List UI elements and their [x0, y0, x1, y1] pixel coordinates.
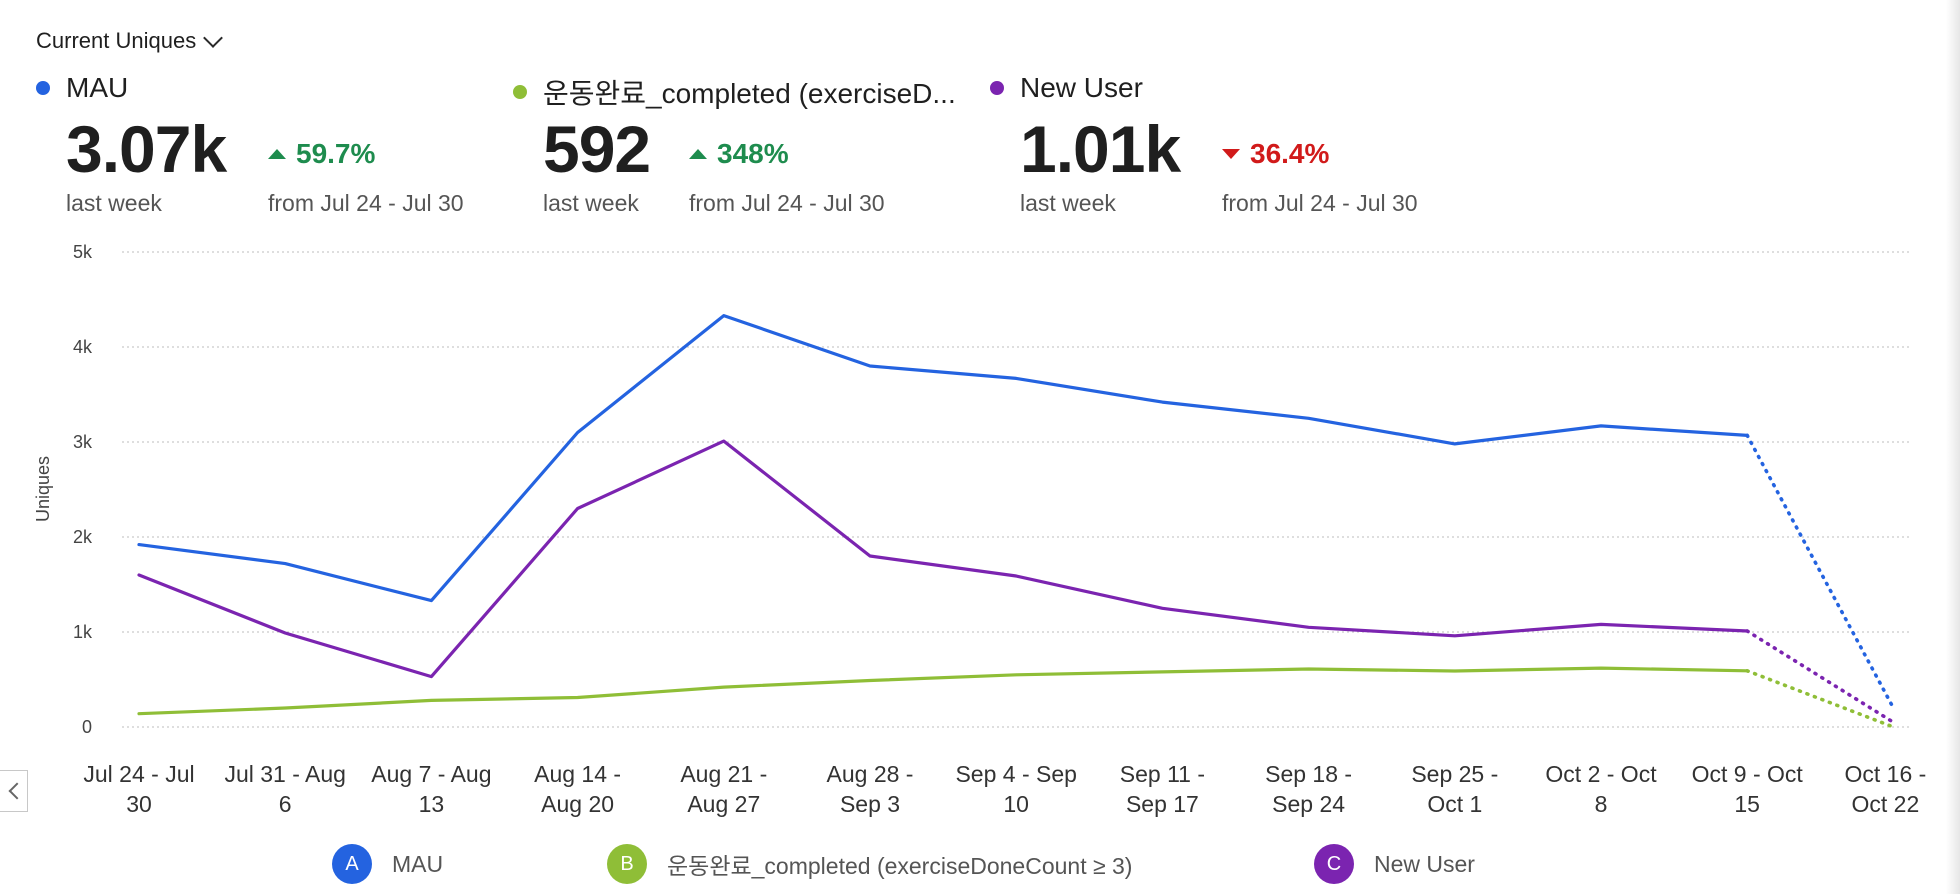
- series-line-incomplete-1: [1745, 668, 1896, 729]
- summary-series-name: New User: [1020, 72, 1143, 103]
- arrow-down-icon: [1222, 149, 1240, 159]
- x-tick-label: 10: [1003, 791, 1029, 817]
- summary-period: last week: [543, 190, 639, 216]
- series-line-2: [137, 439, 1749, 679]
- legend-badge: A: [332, 844, 372, 884]
- summary-series-header[interactable]: MAU: [36, 72, 496, 104]
- summary-series-name: 운동완료_completed (exerciseD...: [543, 78, 956, 109]
- series-line-0: [137, 314, 1749, 603]
- x-tick-label: 13: [419, 791, 445, 817]
- series-dot-icon: [513, 85, 527, 99]
- x-tick-label: Sep 3: [840, 791, 900, 817]
- x-tick-label: Oct 1: [1427, 791, 1482, 817]
- arrow-up-icon: [268, 149, 286, 159]
- series-lines: [137, 314, 1896, 729]
- x-tick-label: Oct 22: [1852, 791, 1920, 817]
- x-tick-label: 30: [126, 791, 152, 817]
- y-tick-label: 1k: [73, 622, 93, 642]
- y-tick-label: 5k: [73, 242, 93, 262]
- x-tick-label: Sep 25 -: [1411, 761, 1498, 787]
- summary-comparison-period: from Jul 24 - Jul 30: [689, 190, 885, 216]
- x-tick-label: Sep 17: [1126, 791, 1199, 817]
- x-tick-label: Aug 14 -: [534, 761, 621, 787]
- x-tick-label: Oct 2 - Oct: [1545, 761, 1657, 787]
- summary-new-user: New User 1.01k last week 36.4% from Jul …: [990, 72, 1450, 222]
- summary-value: 3.07k: [66, 112, 227, 186]
- arrow-up-icon: [689, 149, 707, 159]
- x-tick-label: Aug 27: [687, 791, 760, 817]
- series-dot-icon: [990, 81, 1004, 95]
- y-axis-ticks: 0 1k 2k 3k 4k 5k: [73, 242, 93, 737]
- series-line-incomplete-0: [1745, 433, 1896, 710]
- legend-label: MAU: [392, 850, 444, 877]
- series-line-incomplete-2: [1745, 629, 1896, 725]
- y-tick-label: 2k: [73, 527, 93, 547]
- x-tick-label: Jul 24 - Jul: [83, 761, 194, 787]
- summary-value: 592: [543, 112, 651, 186]
- summary-exercise-completed: 운동완료_completed (exerciseD... 592 last we…: [513, 72, 973, 222]
- legend-item-exercise-completed[interactable]: B 운동완료_completed (exerciseDoneCount ≥ 3): [607, 844, 1132, 884]
- summary-series-name: MAU: [66, 72, 129, 103]
- x-tick-label: Jul 31 - Aug: [224, 761, 345, 787]
- x-tick-label: Aug 28 -: [827, 761, 914, 787]
- x-tick-label: Sep 4 - Sep: [955, 761, 1076, 787]
- summary-comparison-period: from Jul 24 - Jul 30: [1222, 190, 1418, 216]
- x-tick-label: Oct 16 -: [1844, 761, 1926, 787]
- summary-comparison-period: from Jul 24 - Jul 30: [268, 190, 464, 216]
- summary-change: 348%: [689, 138, 789, 170]
- x-tick-label: Aug 20: [541, 791, 614, 817]
- scroll-left-button[interactable]: [0, 770, 28, 812]
- summary-change-value: 36.4%: [1250, 138, 1330, 169]
- summary-change-value: 348%: [717, 138, 789, 169]
- summary-period: last week: [66, 190, 162, 216]
- x-tick-label: 15: [1734, 791, 1760, 817]
- series-line-1: [137, 666, 1749, 716]
- x-tick-label: Sep 18 -: [1265, 761, 1352, 787]
- legend-item-new-user[interactable]: C New User: [1314, 844, 1475, 884]
- legend-label: 운동완료_completed (exerciseDoneCount ≥ 3): [667, 853, 1133, 879]
- x-tick-label: Aug 7 - Aug: [371, 761, 491, 787]
- y-tick-label: 4k: [73, 337, 93, 357]
- chevron-left-icon: [8, 782, 25, 800]
- legend-badge: B: [607, 844, 647, 884]
- summary-series-header[interactable]: 운동완료_completed (exerciseD...: [513, 72, 973, 112]
- series-dot-icon: [36, 81, 50, 95]
- summary-value: 1.01k: [1020, 112, 1181, 186]
- summary-change: 59.7%: [268, 138, 375, 170]
- x-tick-label: 8: [1595, 791, 1608, 817]
- x-tick-label: Sep 24: [1272, 791, 1345, 817]
- legend-label: New User: [1374, 850, 1475, 877]
- summary-change-value: 59.7%: [296, 138, 376, 169]
- y-axis-label: Uniques: [33, 456, 53, 522]
- x-tick-label: Aug 21 -: [680, 761, 767, 787]
- summary-change: 36.4%: [1222, 138, 1329, 170]
- summary-mau: MAU 3.07k last week 59.7% from Jul 24 - …: [36, 72, 496, 222]
- grid-lines: [122, 251, 1910, 728]
- x-tick-label: Oct 9 - Oct: [1692, 761, 1804, 787]
- x-tick-label: 6: [279, 791, 292, 817]
- y-tick-label: 3k: [73, 432, 93, 452]
- page-edge-shadow: [1946, 0, 1960, 894]
- metric-selector-dropdown[interactable]: Current Uniques: [36, 28, 224, 54]
- metric-selector-label: Current Uniques: [36, 28, 197, 53]
- legend-item-mau[interactable]: A MAU: [332, 844, 443, 884]
- legend-badge: C: [1314, 844, 1354, 884]
- summary-series-header[interactable]: New User: [990, 72, 1450, 104]
- y-tick-label: 0: [82, 717, 92, 737]
- x-axis-ticks: Jul 24 - Jul 30 Jul 31 - Aug 6 Aug 7 - Aug 13…: [83, 761, 1926, 817]
- x-tick-label: Sep 11 -: [1120, 761, 1205, 787]
- summary-period: last week: [1020, 190, 1116, 216]
